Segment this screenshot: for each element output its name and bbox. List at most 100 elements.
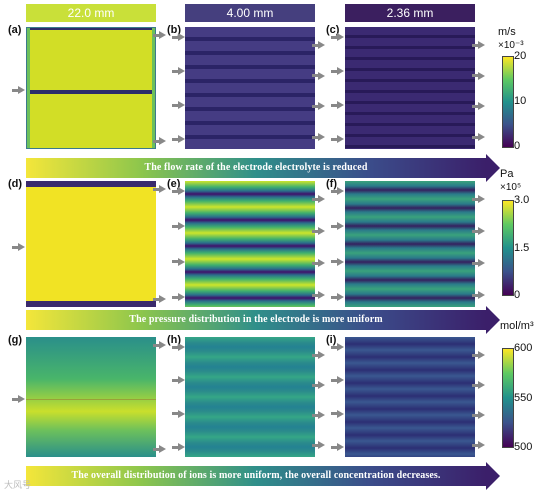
inlet-arrow <box>331 33 344 41</box>
panel-b-velocity <box>185 27 315 149</box>
outlet-arrow <box>312 351 325 359</box>
outlet-arrow <box>153 31 166 39</box>
panel-i-concentration <box>345 337 475 457</box>
panel-g-concentration <box>26 337 156 457</box>
outlet-arrow <box>472 195 485 203</box>
panel-label-h: (h) <box>167 334 182 346</box>
inlet-arrow <box>331 101 344 109</box>
inlet-arrow <box>172 222 185 231</box>
outlet-arrow <box>153 445 166 453</box>
outlet-arrow <box>312 133 325 141</box>
outlet-arrow <box>153 185 166 193</box>
colorbar-3-tick-max: 600 <box>514 342 533 354</box>
inlet-arrow <box>331 257 344 266</box>
outlet-arrow <box>472 291 485 299</box>
inlet-arrow <box>331 67 344 75</box>
column-header-4mm: 4.00 mm <box>185 4 315 22</box>
inlet-arrow <box>12 243 25 251</box>
conclusion-arrowhead-3 <box>486 462 500 490</box>
inlet-arrow <box>172 33 185 41</box>
outlet-arrow <box>312 441 325 449</box>
outlet-arrow <box>312 381 325 389</box>
colorbar-1-exponent: ×10⁻³ <box>498 40 524 51</box>
panel-e-pressure <box>185 181 315 307</box>
outlet-arrow <box>472 71 485 80</box>
outlet-arrow <box>472 411 485 419</box>
outlet-arrow <box>472 133 485 141</box>
outlet-arrow <box>312 41 325 49</box>
colorbar-2-tick-min: 0 <box>514 289 521 301</box>
outlet-arrow <box>472 351 485 359</box>
inlet-arrow <box>12 86 25 94</box>
column-header-22mm: 22.0 mm <box>26 4 156 22</box>
colorbar-2-gradient <box>502 200 514 296</box>
inlet-arrow <box>331 293 344 301</box>
inlet-arrow <box>331 409 344 418</box>
inlet-arrow <box>172 67 185 75</box>
conclusion-arrowhead-1 <box>486 154 500 182</box>
outlet-arrow <box>472 227 485 235</box>
outlet-arrow <box>312 259 325 267</box>
inlet-arrow <box>12 395 25 403</box>
outlet-arrow <box>312 227 325 235</box>
outlet-arrow <box>472 441 485 449</box>
colorbar-1-unit: m/s <box>498 26 516 38</box>
inlet-arrow <box>172 376 185 385</box>
conclusion-text-1: The flow rate of the electrode electroly… <box>144 162 368 173</box>
conclusion-text-3: The overall distribution of ions is more… <box>71 470 441 481</box>
colorbar-2-tick-max: 3.0 <box>514 194 530 206</box>
outlet-arrow <box>472 259 485 267</box>
outlet-arrow <box>472 102 485 111</box>
outlet-arrow <box>312 71 325 80</box>
colorbar-3-gradient <box>502 348 514 448</box>
inlet-arrow <box>172 135 185 143</box>
colorbar-1-tick-min: 0 <box>514 140 521 152</box>
inlet-arrow <box>331 187 344 195</box>
inlet-arrow <box>331 443 344 451</box>
panel-label-a: (a) <box>8 24 22 36</box>
outlet-arrow <box>472 41 485 49</box>
column-header-2-36mm: 2.36 mm <box>345 4 475 22</box>
colorbar-3-unit: mol/m³ <box>500 320 534 332</box>
colorbar-1-tick-max: 20 <box>514 50 527 62</box>
panel-f-pressure <box>345 181 475 307</box>
watermark: 大风号 <box>4 480 32 490</box>
outlet-arrow <box>312 411 325 419</box>
panel-label-g: (g) <box>8 334 23 346</box>
panel-label-d: (d) <box>8 178 23 190</box>
outlet-arrow <box>472 381 485 389</box>
inlet-arrow <box>331 135 344 143</box>
colorbar-3-tick-min: 500 <box>514 441 533 453</box>
conclusion-arrow-1 <box>26 158 486 178</box>
panel-c-velocity <box>345 27 475 149</box>
panel-label-b: (b) <box>167 24 182 36</box>
inlet-arrow <box>331 376 344 385</box>
colorbar-1-tick-mid: 10 <box>514 95 527 107</box>
colorbar-1-gradient <box>502 56 514 148</box>
inlet-arrow <box>331 343 344 351</box>
outlet-arrow <box>153 137 166 145</box>
colorbar-2-exponent: ×10⁵ <box>500 182 522 193</box>
outlet-arrow <box>153 295 166 303</box>
inlet-arrow <box>331 222 344 231</box>
colorbar-2-tick-mid: 1.5 <box>514 242 530 254</box>
inlet-arrow <box>172 343 185 351</box>
colorbar-3-tick-mid: 550 <box>514 392 533 404</box>
panel-d-pressure <box>26 181 156 307</box>
conclusion-arrow-2 <box>26 310 486 330</box>
panel-a-velocity <box>26 27 156 149</box>
conclusion-arrowhead-2 <box>486 306 500 334</box>
conclusion-arrow-3 <box>26 466 486 486</box>
inlet-arrow <box>172 101 185 109</box>
conclusion-text-2: The pressure distribution in the electro… <box>129 314 383 325</box>
panel-label-i: (i) <box>326 334 337 346</box>
inlet-arrow <box>172 443 185 451</box>
panel-h-concentration <box>185 337 315 457</box>
outlet-arrow <box>312 102 325 111</box>
inlet-arrow <box>172 187 185 195</box>
outlet-arrow <box>153 341 166 349</box>
inlet-arrow <box>172 293 185 301</box>
outlet-arrow <box>312 291 325 299</box>
inlet-arrow <box>172 257 185 266</box>
colorbar-2-unit: Pa <box>500 168 514 180</box>
